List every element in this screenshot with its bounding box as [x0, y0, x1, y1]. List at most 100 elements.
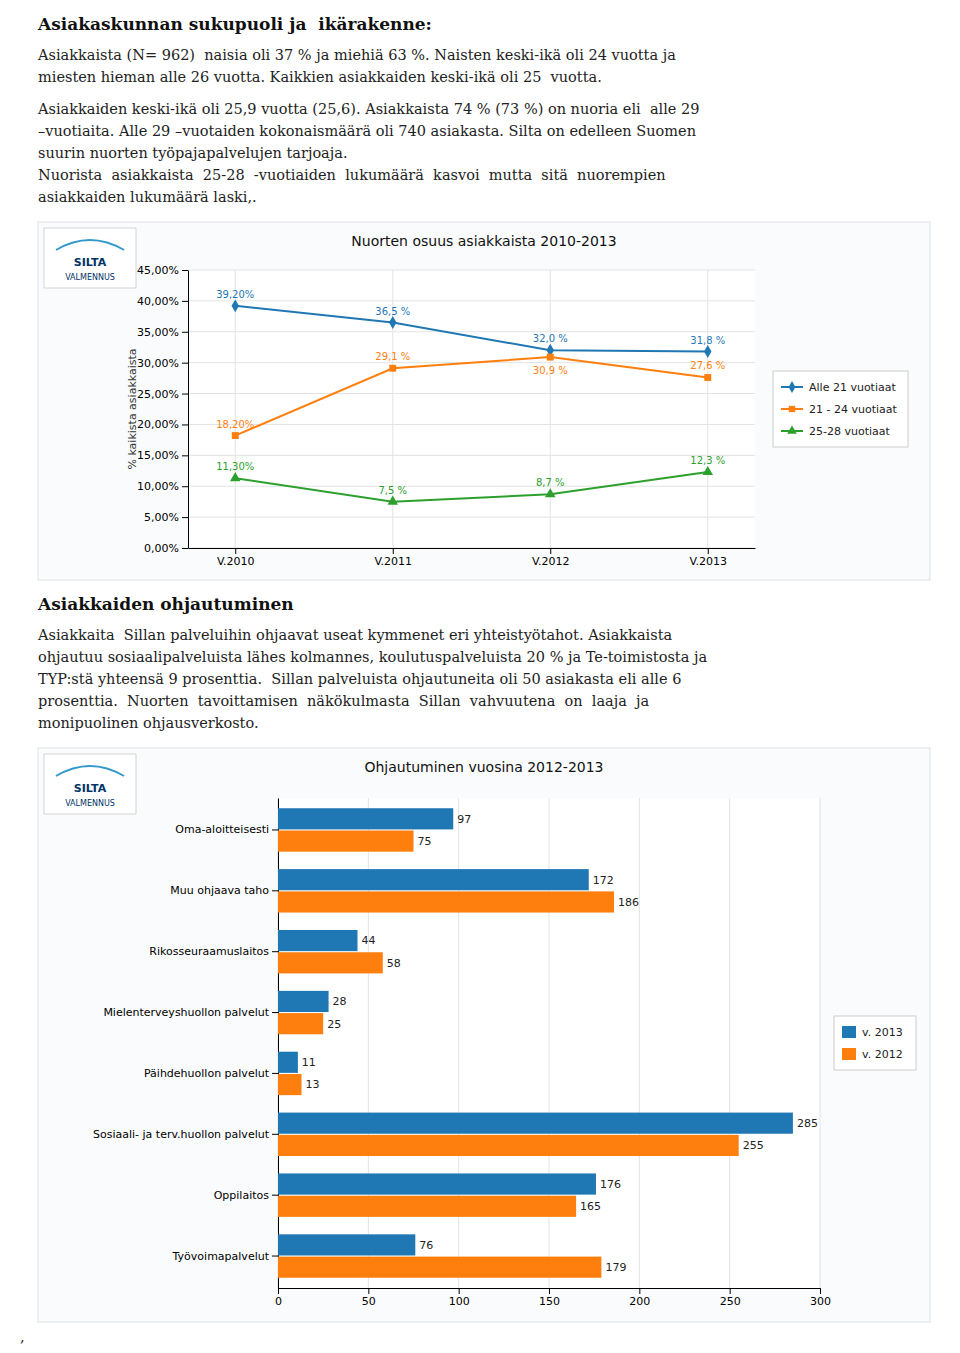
tick-label: 0,00% — [144, 542, 179, 555]
data-label: 32,0 % — [533, 333, 568, 344]
logo: SILTAVALMENNUS — [44, 754, 136, 814]
section-title: Asiakkaiden ohjautuminen — [37, 594, 294, 614]
logo-box — [44, 228, 136, 288]
grid-line — [188, 486, 755, 487]
tick-mark — [708, 548, 709, 554]
data-label: 97 — [457, 813, 471, 826]
tick-label: 50 — [362, 1295, 376, 1308]
bar — [278, 1113, 793, 1134]
tick-mark — [393, 548, 394, 554]
tick-label: 250 — [720, 1295, 741, 1308]
axis-line — [189, 548, 756, 549]
plot-area — [278, 798, 820, 1288]
tick-label: 40,00% — [137, 295, 179, 308]
data-label: 172 — [593, 874, 614, 887]
data-label: 25 — [327, 1018, 341, 1031]
data-label: 11,30% — [216, 461, 254, 472]
tick-mark — [182, 455, 188, 456]
tick: Muu ohjaava taho — [170, 884, 278, 897]
tick: 35,00% — [137, 326, 188, 339]
bar — [278, 1074, 301, 1095]
tick: 150 — [539, 1288, 560, 1308]
data-label: 7,5 % — [378, 485, 407, 496]
paragraph-line: –vuotiaita. Alle 29 –vuotaiden kokonaism… — [38, 123, 696, 139]
tick-mark — [368, 1288, 369, 1294]
data-label: 13 — [305, 1078, 319, 1091]
grid-line — [820, 798, 821, 1288]
legend: v. 2013v. 2012 — [834, 1016, 916, 1070]
bar — [278, 1052, 298, 1073]
grid — [278, 798, 820, 1288]
text-block: Asiakaskunnan sukupuoli ja ikärakenne: As… — [37, 14, 700, 205]
tick-label: Oppilaitos — [214, 1189, 270, 1202]
data-label: 75 — [418, 835, 432, 848]
series-line — [235, 306, 708, 352]
paragraph-line: asiakkaiden lukumäärä laski,. — [38, 189, 257, 205]
tick: 200 — [629, 1288, 650, 1308]
tick-mark — [235, 548, 236, 554]
bar — [278, 1196, 576, 1217]
grid-line — [188, 424, 755, 425]
bar — [278, 930, 357, 951]
tick-label: Rikosseuraamuslaitos — [149, 945, 269, 958]
x-axis: V.2010V.2011V.2012V.2013 — [189, 548, 756, 568]
data-label: 186 — [618, 896, 639, 909]
chart-panel: SILTAVALMENNUSNuorten osuus asiakkaista … — [38, 222, 930, 580]
tick-mark — [272, 1134, 278, 1135]
grid-line — [188, 331, 755, 332]
grid-line — [188, 517, 755, 518]
bar — [278, 1135, 739, 1156]
tick-label: 15,00% — [137, 449, 179, 462]
data-label: 176 — [600, 1178, 621, 1191]
paragraph-line: TYP:stä yhteensä 9 prosenttia. Sillan pa… — [38, 671, 681, 687]
paragraph-line: ohjautuu sosiaalipalveluista lähes kolma… — [38, 649, 707, 665]
footer: , — [20, 1329, 25, 1345]
tick: 50 — [362, 1288, 376, 1308]
tick-mark — [182, 332, 188, 333]
tick-mark — [272, 1195, 278, 1196]
panel-background — [38, 748, 930, 1322]
tick: V.2011 — [374, 548, 412, 568]
bar — [278, 831, 414, 852]
data-label: 76 — [419, 1239, 433, 1252]
section-title: Asiakaskunnan sukupuoli ja ikärakenne: — [37, 14, 432, 34]
tick-mark — [182, 517, 188, 518]
paragraph-line: Asiakkaiden keski-ikä oli 25,9 vuotta (2… — [37, 101, 700, 117]
legend-swatch — [842, 1026, 856, 1038]
legend-label: Alle 21 vuotiaat — [809, 381, 896, 394]
data-label: 58 — [387, 957, 401, 970]
tick: Työvoimapalvelut — [172, 1250, 278, 1263]
paragraph-line: Asiakkaista (N= 962) naisia oli 37 % ja … — [37, 47, 676, 63]
tick: 15,00% — [137, 449, 188, 462]
legend-box — [773, 371, 908, 447]
legend-box — [834, 1016, 916, 1070]
data-label: 255 — [743, 1139, 764, 1152]
tick-mark — [272, 951, 278, 952]
tick-label: V.2013 — [689, 555, 727, 568]
data-label: 31,8 % — [690, 335, 725, 346]
bar — [278, 1173, 596, 1194]
tick-label: 45,00% — [137, 264, 179, 277]
tick: 100 — [449, 1288, 470, 1308]
grid-line — [188, 455, 755, 456]
tick: V.2012 — [532, 548, 570, 568]
grid-line — [550, 270, 551, 548]
tick-label: 20,00% — [137, 418, 179, 431]
series-line — [235, 472, 708, 502]
x-axis: 050100150200250300 — [275, 1288, 831, 1308]
grid-line — [639, 798, 640, 1288]
bar — [278, 1234, 415, 1255]
marker — [389, 316, 396, 329]
data-label: 285 — [797, 1117, 818, 1130]
text-block: Asiakkaiden ohjautuminenAsiakkaita Silla… — [37, 594, 707, 731]
marker — [704, 345, 711, 358]
data-label: 39,20% — [216, 289, 254, 300]
tick: Sosiaali- ja terv.huollon palvelut — [93, 1128, 278, 1141]
data-label: 30,9 % — [533, 365, 568, 376]
logo-text: SILTA — [74, 256, 107, 269]
tick-label: 100 — [449, 1295, 470, 1308]
tick-mark — [730, 1288, 731, 1294]
paragraph-line: monipuolinen ohjausverkosto. — [38, 715, 259, 731]
tick-mark — [182, 486, 188, 487]
data-label: 12,3 % — [690, 455, 725, 466]
